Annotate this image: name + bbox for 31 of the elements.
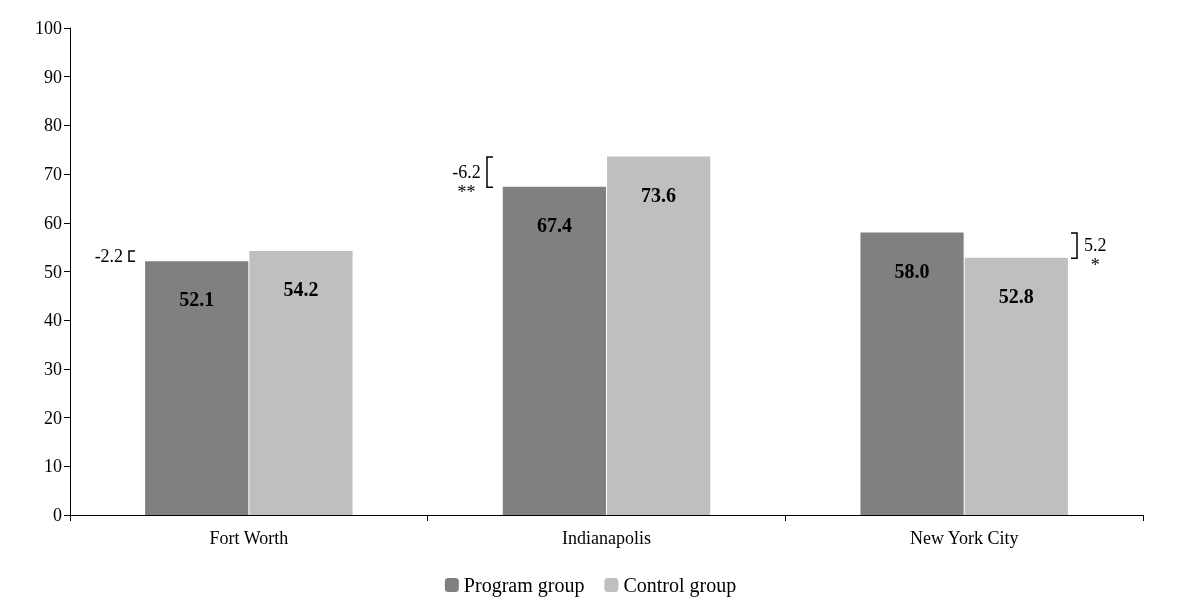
- x-tick-label: Indianapolis: [562, 528, 651, 548]
- y-tick-label: 30: [44, 358, 62, 379]
- y-tick-label: 10: [44, 456, 62, 477]
- y-tick-label: 60: [44, 212, 62, 233]
- y-tick-label: 20: [44, 407, 62, 428]
- data-label: 52.8: [998, 284, 1034, 307]
- legend-label: Control group: [623, 574, 737, 597]
- annotation: 5.2 *: [1083, 235, 1107, 276]
- data-label: 67.4: [536, 213, 572, 236]
- data-label: 52.1: [179, 288, 215, 311]
- bar: [607, 156, 711, 515]
- annotation: -6.2 **: [452, 161, 481, 202]
- legend-label: Program group: [463, 574, 585, 597]
- y-tick-label: 80: [44, 115, 62, 136]
- data-label: 58.0: [894, 259, 930, 282]
- bar: [502, 186, 606, 515]
- y-tick-label: 40: [44, 310, 62, 331]
- bar: [145, 261, 249, 515]
- x-tick-label: New York City: [909, 528, 1019, 548]
- y-tick-label: 90: [44, 66, 62, 87]
- bar: [249, 251, 353, 515]
- bar: [860, 232, 964, 515]
- x-tick-label: Fort Worth: [209, 528, 289, 548]
- data-label: 54.2: [283, 278, 319, 301]
- y-tick-label: 50: [44, 261, 62, 282]
- y-tick-label: 70: [44, 164, 62, 185]
- bar: [964, 257, 1068, 515]
- y-tick-label: 0: [53, 505, 62, 525]
- annotation: -2.2: [94, 246, 124, 267]
- data-label: 73.6: [641, 183, 677, 206]
- y-tick-label: 100: [35, 18, 62, 38]
